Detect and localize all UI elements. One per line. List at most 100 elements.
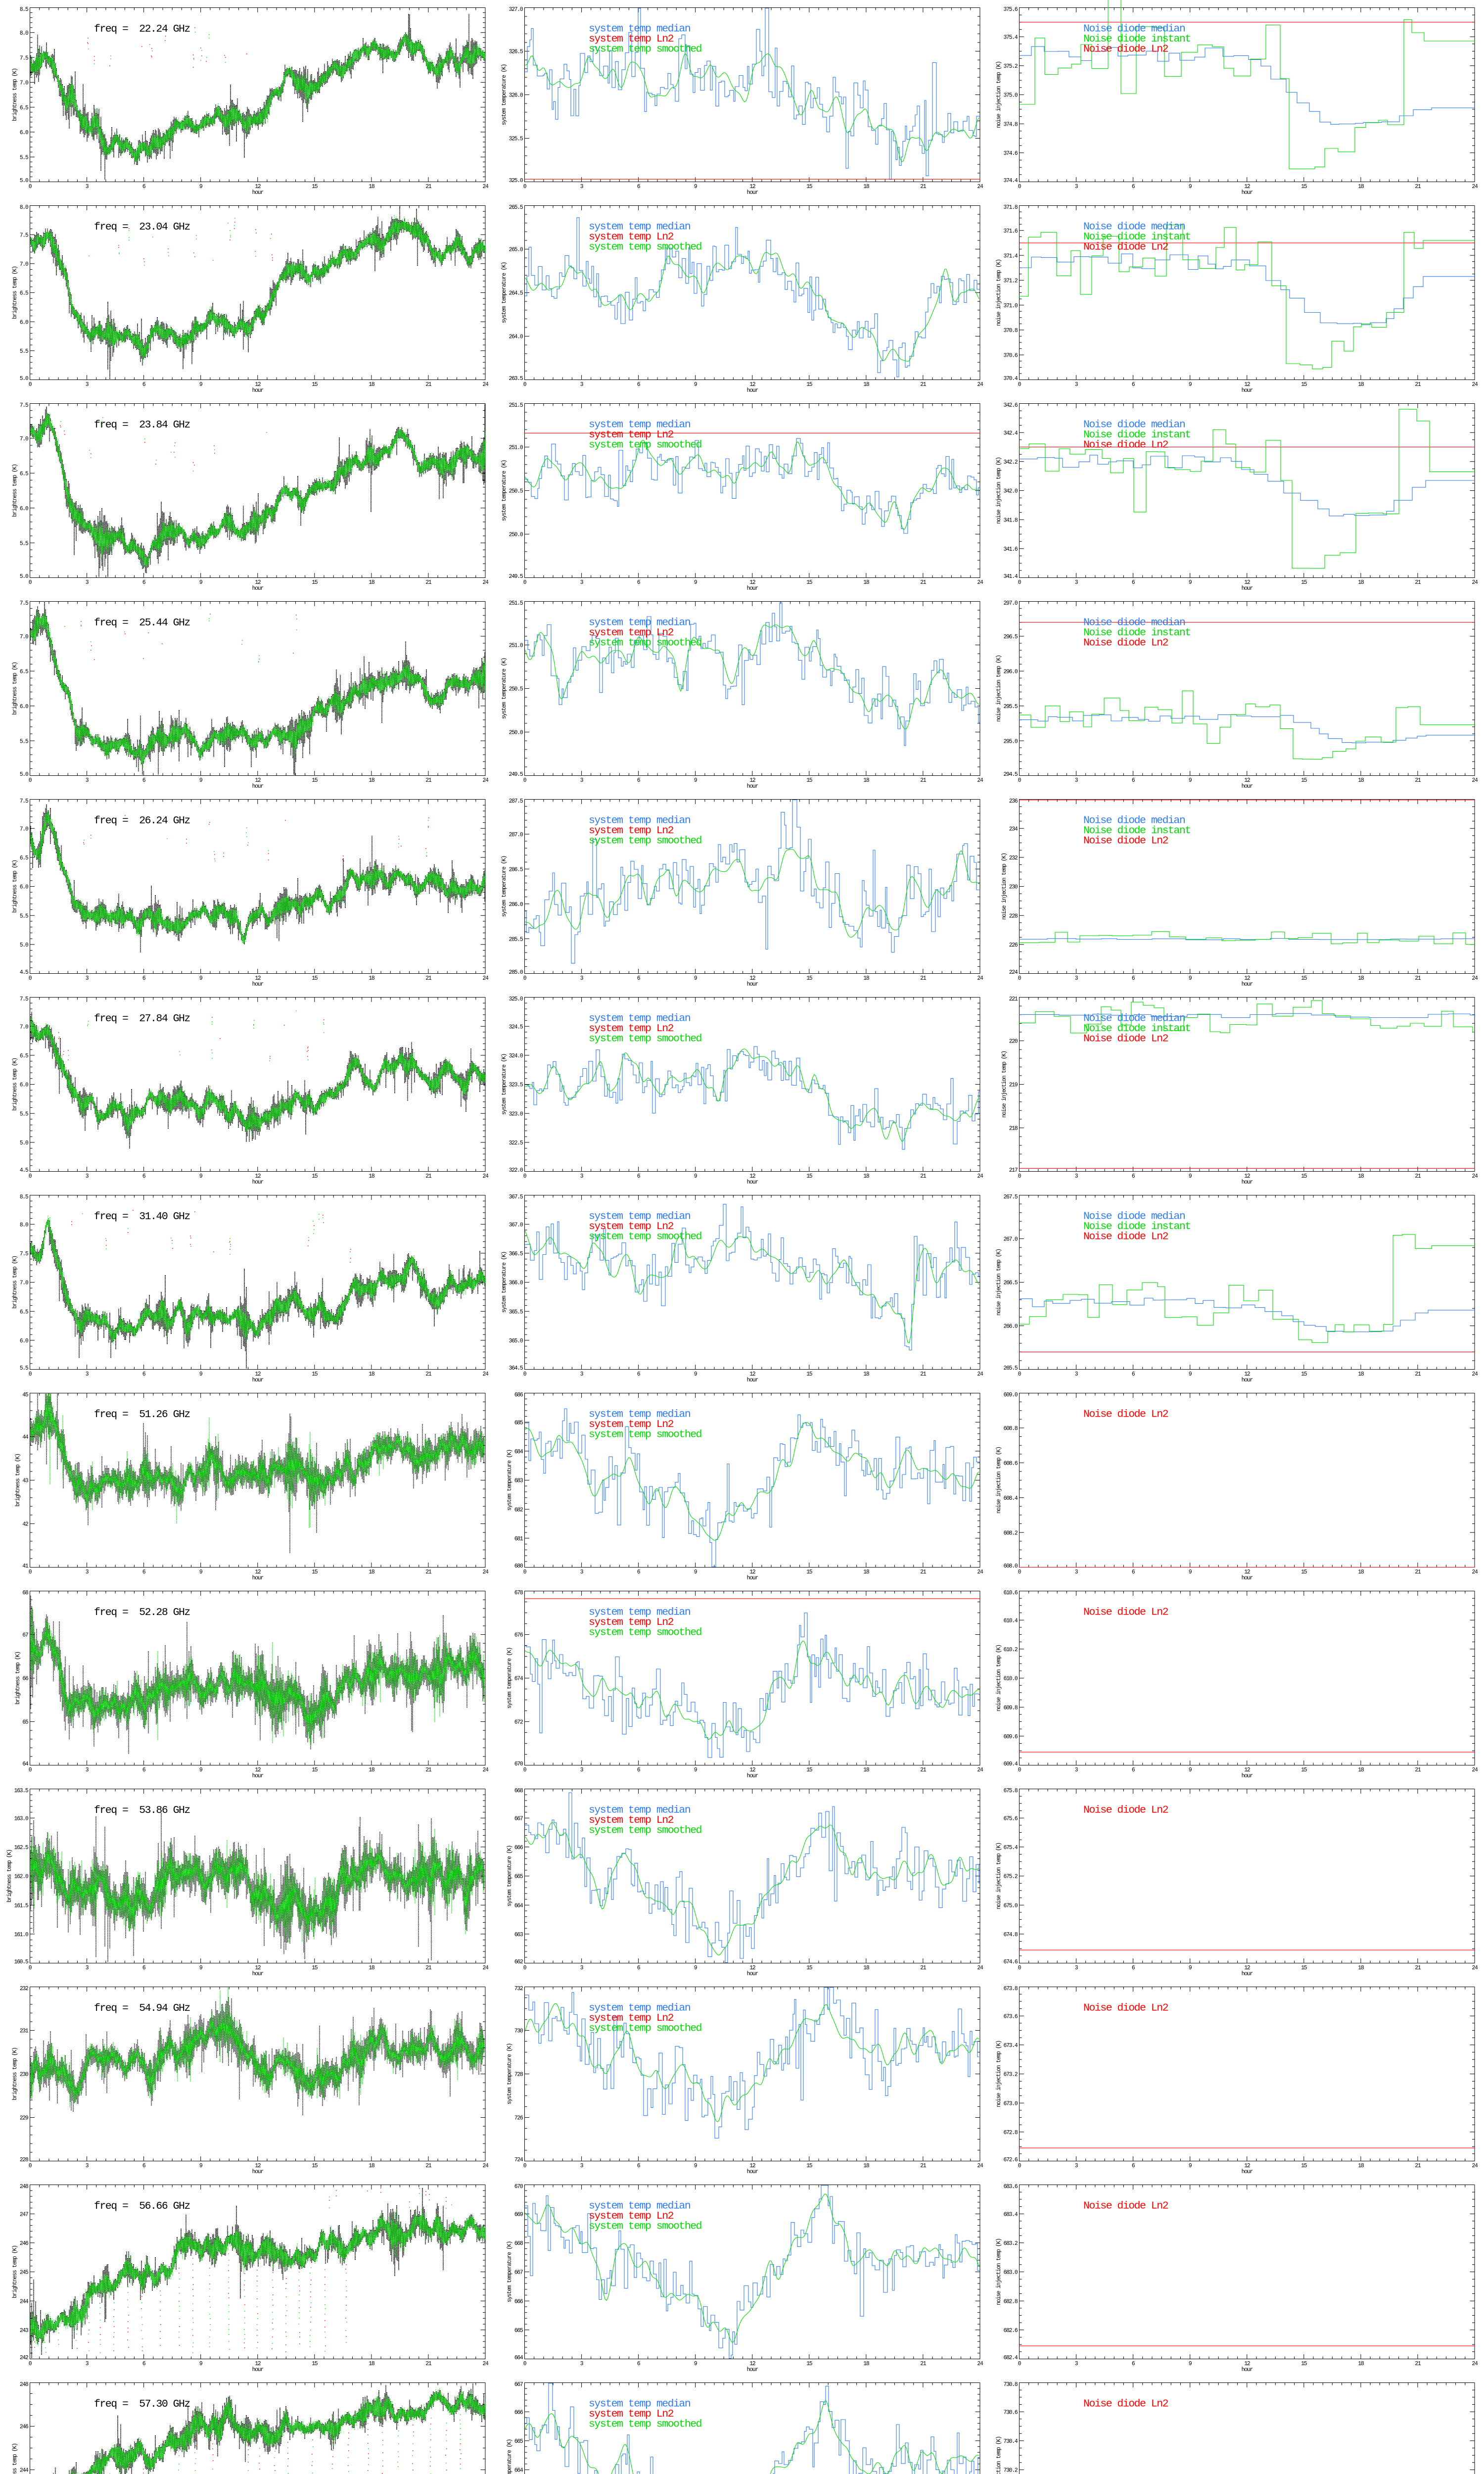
svg-text:246: 246 xyxy=(20,2424,29,2430)
svg-text:609.6: 609.6 xyxy=(1003,1734,1018,1740)
svg-text:371.6: 371.6 xyxy=(1003,228,1018,235)
svg-text:243: 243 xyxy=(20,2328,29,2334)
svg-text:brightness temp (K): brightness temp (K) xyxy=(12,68,18,121)
svg-text:7.5: 7.5 xyxy=(20,798,29,805)
svg-text:system temp Ln2: system temp Ln2 xyxy=(589,33,674,45)
svg-text:665: 665 xyxy=(514,1874,523,1880)
svg-text:7.5: 7.5 xyxy=(20,402,29,409)
svg-text:5.5: 5.5 xyxy=(20,540,29,547)
svg-text:Noise diode median: Noise diode median xyxy=(1083,617,1185,629)
svg-text:freq = 54.94 GHz: freq = 54.94 GHz xyxy=(94,2002,190,2014)
svg-text:noise injection temp (K): noise injection temp (K) xyxy=(1001,853,1008,919)
svg-text:609.4: 609.4 xyxy=(1003,1761,1018,1767)
svg-text:7.5: 7.5 xyxy=(20,1251,29,1257)
svg-text:noise injection temp (K): noise injection temp (K) xyxy=(996,259,1002,326)
svg-text:264.0: 264.0 xyxy=(509,334,523,340)
svg-text:5.5: 5.5 xyxy=(20,913,29,919)
svg-text:Noise diode median: Noise diode median xyxy=(1083,419,1185,431)
svg-text:system temperature (K): system temperature (K) xyxy=(507,2241,513,2302)
svg-text:66: 66 xyxy=(22,1676,29,1682)
svg-text:726: 726 xyxy=(514,2115,523,2122)
svg-text:system temp smoothed: system temp smoothed xyxy=(589,2419,702,2430)
svg-text:683.0: 683.0 xyxy=(1003,2270,1018,2276)
svg-text:160.5: 160.5 xyxy=(14,1959,28,1965)
svg-text:5.0: 5.0 xyxy=(20,573,29,580)
svg-text:374.6: 374.6 xyxy=(1003,150,1018,157)
svg-text:5.0: 5.0 xyxy=(20,1140,29,1146)
svg-text:6.0: 6.0 xyxy=(20,1082,29,1089)
svg-text:265.5: 265.5 xyxy=(509,204,523,211)
svg-text:608.6: 608.6 xyxy=(1003,1461,1018,1467)
svg-text:673.0: 673.0 xyxy=(1003,2100,1018,2107)
svg-text:6.5: 6.5 xyxy=(20,1309,29,1315)
svg-text:297.0: 297.0 xyxy=(1003,600,1018,607)
svg-text:44: 44 xyxy=(22,1434,29,1441)
svg-text:371.4: 371.4 xyxy=(1003,253,1018,259)
svg-text:228: 228 xyxy=(1009,913,1018,919)
svg-text:668: 668 xyxy=(514,2240,523,2247)
svg-text:221: 221 xyxy=(1009,996,1018,1002)
svg-text:236: 236 xyxy=(1009,798,1018,805)
svg-text:296.5: 296.5 xyxy=(1003,634,1018,640)
svg-text:163.5: 163.5 xyxy=(14,1788,28,1794)
svg-text:286.0: 286.0 xyxy=(509,902,523,908)
svg-text:system temp Ln2: system temp Ln2 xyxy=(589,1419,674,1430)
svg-text:375.2: 375.2 xyxy=(1003,63,1018,70)
svg-text:6.5: 6.5 xyxy=(20,669,29,675)
svg-text:287.5: 287.5 xyxy=(509,798,523,805)
svg-text:5.5: 5.5 xyxy=(20,154,29,161)
svg-text:231: 231 xyxy=(20,2028,29,2035)
svg-text:326.5: 326.5 xyxy=(509,49,523,55)
svg-text:system temperature (K): system temperature (K) xyxy=(501,1252,508,1313)
svg-text:noise injection temp (K): noise injection temp (K) xyxy=(996,2238,1002,2305)
svg-text:system temp median: system temp median xyxy=(589,1409,691,1421)
svg-text:6.5: 6.5 xyxy=(20,105,29,111)
svg-text:Noise diode median: Noise diode median xyxy=(1083,1211,1185,1223)
svg-text:Noise diode median: Noise diode median xyxy=(1083,1013,1185,1025)
svg-text:672: 672 xyxy=(514,1719,523,1726)
svg-text:8.0: 8.0 xyxy=(20,204,29,211)
svg-text:system temp Ln2: system temp Ln2 xyxy=(589,1814,674,1826)
svg-text:6.5: 6.5 xyxy=(20,290,29,297)
svg-text:371.2: 371.2 xyxy=(1003,278,1018,285)
svg-text:228: 228 xyxy=(20,2157,29,2163)
svg-text:system temp median: system temp median xyxy=(589,221,691,233)
svg-text:system temperature (K): system temperature (K) xyxy=(507,1450,513,1511)
svg-text:7.0: 7.0 xyxy=(20,1280,29,1286)
svg-text:5.0: 5.0 xyxy=(20,771,29,778)
svg-text:7.5: 7.5 xyxy=(20,55,29,61)
svg-text:brightness temp (K): brightness temp (K) xyxy=(15,1454,21,1506)
svg-text:Noise diode Ln2: Noise diode Ln2 xyxy=(1083,1409,1168,1421)
svg-text:Noise diode instant: Noise diode instant xyxy=(1083,231,1191,243)
svg-text:Noise diode instant: Noise diode instant xyxy=(1083,429,1191,441)
svg-text:675.4: 675.4 xyxy=(1003,1845,1018,1851)
svg-text:5.0: 5.0 xyxy=(20,376,29,382)
svg-text:670: 670 xyxy=(514,1761,523,1767)
svg-text:250.5: 250.5 xyxy=(509,488,523,495)
svg-text:noise injection temp (K): noise injection temp (K) xyxy=(996,1843,1002,1909)
svg-text:224: 224 xyxy=(1009,969,1018,976)
svg-text:683.6: 683.6 xyxy=(1003,2184,1018,2190)
svg-text:375.0: 375.0 xyxy=(1003,93,1018,99)
svg-text:system temp Ln2: system temp Ln2 xyxy=(589,429,674,441)
svg-text:682.4: 682.4 xyxy=(1003,2355,1018,2361)
svg-text:system temp median: system temp median xyxy=(589,815,691,827)
svg-text:365.5: 365.5 xyxy=(509,1309,523,1315)
svg-text:noise injection temp (K): noise injection temp (K) xyxy=(996,457,1002,523)
svg-text:noise injection temp (K): noise injection temp (K) xyxy=(996,655,1002,721)
svg-text:Noise diode median: Noise diode median xyxy=(1083,221,1185,233)
svg-text:Noise diode Ln2: Noise diode Ln2 xyxy=(1083,1805,1168,1816)
svg-text:system temp smoothed: system temp smoothed xyxy=(589,1627,702,1639)
svg-text:370.6: 370.6 xyxy=(1003,352,1018,359)
svg-text:system temp Ln2: system temp Ln2 xyxy=(589,2210,674,2222)
svg-text:675.2: 675.2 xyxy=(1003,1874,1018,1880)
svg-text:609.8: 609.8 xyxy=(1003,1705,1018,1711)
svg-text:brightness temp (K): brightness temp (K) xyxy=(12,2047,18,2100)
svg-text:230: 230 xyxy=(1009,884,1018,891)
svg-text:668: 668 xyxy=(514,1788,523,1794)
svg-text:217: 217 xyxy=(1009,1167,1018,1174)
svg-text:374.4: 374.4 xyxy=(1003,178,1018,184)
svg-text:341.6: 341.6 xyxy=(1003,546,1018,553)
svg-text:brightness temp (K): brightness temp (K) xyxy=(12,1058,18,1110)
svg-text:267.5: 267.5 xyxy=(1003,1194,1018,1200)
